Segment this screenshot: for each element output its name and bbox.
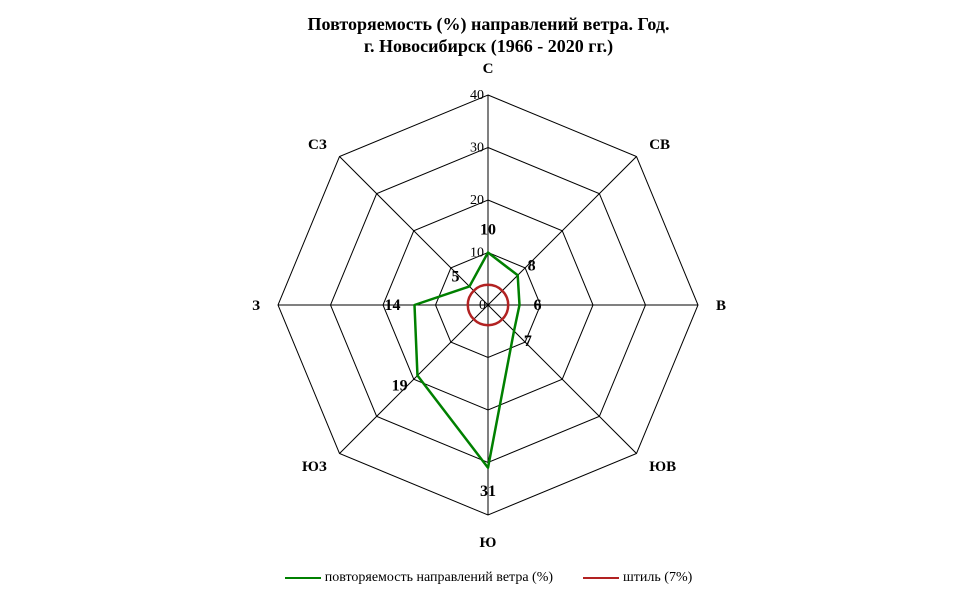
axis-label: Ю (480, 535, 497, 551)
data-label: 31 (480, 483, 496, 500)
legend: повторяемость направлений ветра (%) штил… (0, 570, 977, 586)
legend-item-series: повторяемость направлений ветра (%) (285, 570, 553, 586)
axis-label: ЮЗ (302, 459, 327, 475)
legend-item-calm: штиль (7%) (583, 570, 692, 586)
ring-label: 10 (470, 246, 484, 261)
axis-label: В (716, 298, 726, 314)
legend-swatch-series (285, 577, 321, 579)
ring-label: 20 (470, 193, 484, 208)
ring-label: 30 (470, 141, 484, 156)
data-label: 5 (452, 269, 460, 286)
legend-label-series: повторяемость направлений ветра (%) (325, 570, 553, 586)
axis-label: С (483, 61, 494, 77)
axis-label: З (252, 298, 260, 314)
data-label: 19 (392, 377, 408, 394)
axis-label: СВ (649, 137, 670, 153)
axis-label: СЗ (308, 137, 327, 153)
data-label: 8 (528, 257, 536, 274)
series-polygon (415, 253, 520, 468)
radar-chart: 0 10 20 30 40 С СВ В ЮВ Ю ЮЗ З СЗ 10 8 6 7 31 19 14 5 (0, 0, 977, 600)
data-label: 6 (534, 297, 542, 314)
legend-label-calm: штиль (7%) (623, 570, 692, 586)
ring-label-0: 0 (479, 298, 486, 313)
data-label: 14 (385, 297, 401, 314)
ring-label: 40 (470, 88, 484, 103)
data-label: 7 (524, 333, 532, 350)
data-label: 10 (480, 222, 496, 239)
legend-swatch-calm (583, 577, 619, 579)
axis-label: ЮВ (649, 459, 676, 475)
